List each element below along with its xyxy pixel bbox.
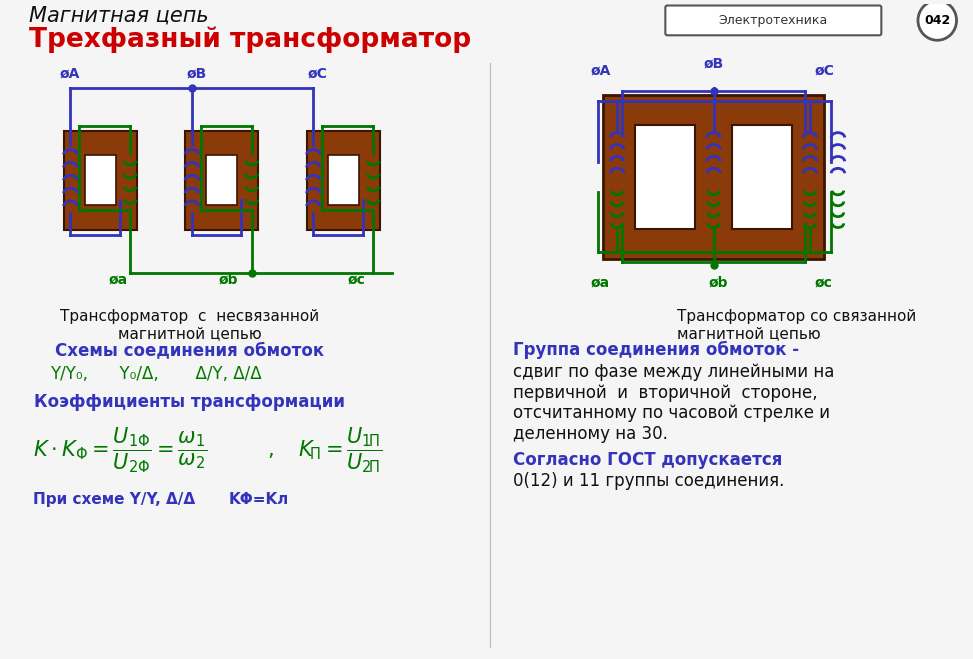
Text: øC: øC xyxy=(307,67,328,81)
Text: øB: øB xyxy=(703,57,724,71)
Text: øB: øB xyxy=(186,67,206,81)
Text: первичной  и  вторичной  стороне,: первичной и вторичной стороне, xyxy=(513,384,817,401)
Text: Трехфазный трансформатор: Трехфазный трансформатор xyxy=(29,27,471,53)
Circle shape xyxy=(918,1,956,40)
Text: Группа соединения обмоток -: Группа соединения обмоток - xyxy=(513,341,799,359)
Bar xyxy=(306,130,379,230)
Bar xyxy=(85,156,116,205)
Text: øA: øA xyxy=(591,64,610,78)
Text: Схемы соединения обмоток: Схемы соединения обмоток xyxy=(55,341,325,359)
Bar xyxy=(732,125,792,229)
Bar xyxy=(635,125,696,229)
Text: øa: øa xyxy=(108,272,127,287)
Text: øb: øb xyxy=(708,275,728,289)
Text: øc: øc xyxy=(347,272,365,287)
Text: øC: øC xyxy=(814,64,835,78)
Text: Трансформатор  с  несвязанной: Трансформатор с несвязанной xyxy=(60,309,319,324)
Text: магнитной цепью: магнитной цепью xyxy=(118,326,262,341)
Text: отсчитанному по часовой стрелке и: отсчитанному по часовой стрелке и xyxy=(513,405,830,422)
Text: øb: øb xyxy=(218,272,237,287)
Bar xyxy=(63,130,137,230)
Text: $K \cdot K_{\Phi} = \dfrac{U_{1\Phi}}{U_{2\Phi}} = \dfrac{\omega_1}{\omega_2}$: $K \cdot K_{\Phi} = \dfrac{U_{1\Phi}}{U_… xyxy=(33,425,207,475)
Bar xyxy=(602,96,824,259)
Bar xyxy=(206,156,237,205)
Text: 042: 042 xyxy=(924,14,951,27)
Text: Согласно ГОСТ допускается: Согласно ГОСТ допускается xyxy=(513,451,782,469)
Text: сдвиг по фазе между линейными на: сдвиг по фазе между линейными на xyxy=(513,362,835,381)
Text: $,\quad K_{\!\Pi} = \dfrac{U_{1\!\Pi}}{U_{2\!\Pi}}$: $,\quad K_{\!\Pi} = \dfrac{U_{1\!\Pi}}{U… xyxy=(268,425,382,475)
Text: Y/Y₀,      Y₀/Δ,       Δ/Y, Δ/Δ: Y/Y₀, Y₀/Δ, Δ/Y, Δ/Δ xyxy=(51,364,262,383)
Text: øA: øA xyxy=(59,67,80,81)
Text: øa: øa xyxy=(591,275,609,289)
Text: Коэффициенты трансформации: Коэффициенты трансформации xyxy=(34,393,345,411)
FancyBboxPatch shape xyxy=(666,5,882,36)
Text: Трансформатор со связанной: Трансформатор со связанной xyxy=(677,309,917,324)
Text: KΦ=Kл: KΦ=Kл xyxy=(229,492,289,507)
Text: 0(12) и 11 группы соединения.: 0(12) и 11 группы соединения. xyxy=(513,472,784,490)
Bar xyxy=(328,156,359,205)
Text: øc: øc xyxy=(814,275,833,289)
Text: Магнитная цепь: Магнитная цепь xyxy=(29,5,208,26)
Text: При схеме Y/Y, Δ/Δ: При схеме Y/Y, Δ/Δ xyxy=(33,492,195,507)
Text: магнитной цепью: магнитной цепью xyxy=(677,326,820,341)
Text: деленному на 30.: деленному на 30. xyxy=(513,425,667,444)
Text: Электротехника: Электротехника xyxy=(719,14,828,27)
Bar xyxy=(185,130,259,230)
